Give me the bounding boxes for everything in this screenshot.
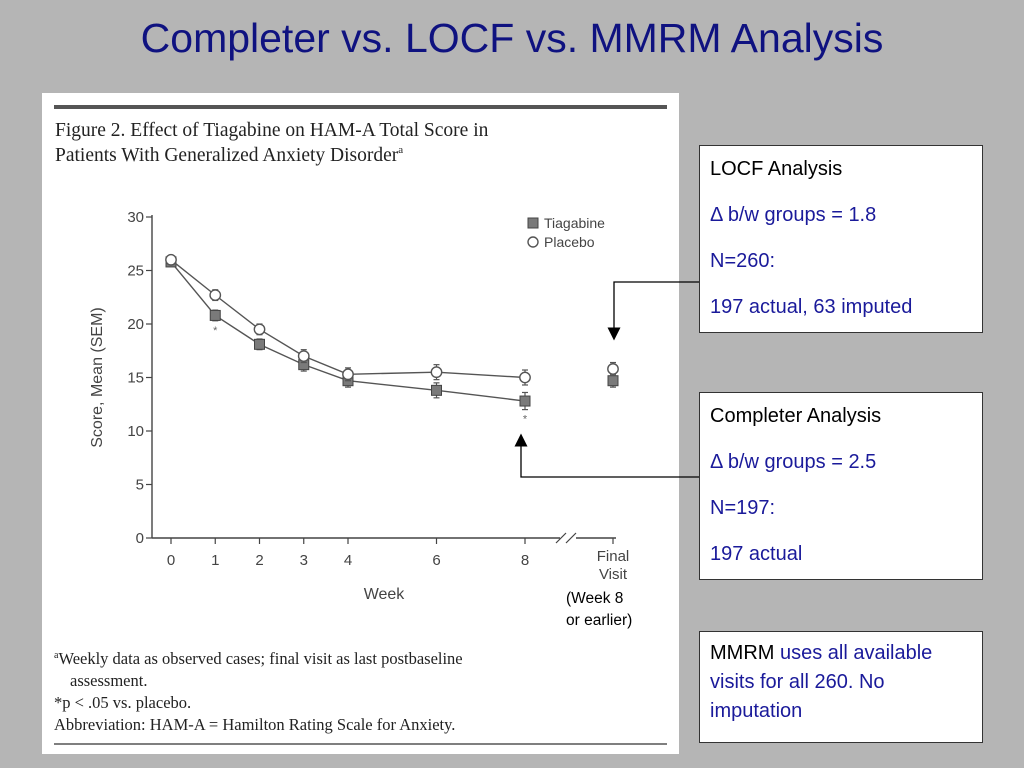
footnote-a-marker: a bbox=[54, 650, 59, 661]
placebo-point bbox=[607, 363, 619, 375]
figure-caption-line1: Figure 2. Effect of Tiagabine on HAM-A T… bbox=[55, 120, 489, 141]
tiagabine-point bbox=[209, 309, 221, 321]
locf-detail: 197 actual, 63 imputed bbox=[710, 296, 913, 318]
placebo-line bbox=[170, 259, 526, 379]
footnote-a-text: Weekly data as observed cases; final vis… bbox=[58, 649, 462, 668]
figure-caption-line2-text: Patients With Generalized Anxiety Disord… bbox=[55, 145, 399, 166]
mmrm-callout: MMRM uses all available visits for all 2… bbox=[699, 631, 983, 743]
placebo-point bbox=[519, 371, 531, 384]
week8-note: (Week 8 or earlier) bbox=[566, 588, 632, 632]
placebo-point bbox=[253, 323, 266, 336]
placebo-point bbox=[165, 253, 177, 266]
footnote-a-line2: assessment. bbox=[70, 671, 147, 690]
completer-delta: Δ b/w groups = 2.5 bbox=[710, 451, 877, 473]
completer-n: N=197: bbox=[710, 497, 776, 519]
tiagabine-point bbox=[519, 395, 531, 407]
y-tick-label: 25 bbox=[127, 263, 144, 280]
axis-break-mark bbox=[565, 532, 577, 544]
axis-break-mark bbox=[555, 532, 567, 544]
completer-detail: 197 actual bbox=[710, 543, 803, 565]
locf-title: LOCF Analysis bbox=[710, 158, 843, 180]
y-tick-label: 15 bbox=[127, 370, 144, 387]
mmrm-description: uses all available visits for all 260. N… bbox=[710, 642, 933, 722]
week8-note-line1: (Week 8 bbox=[566, 590, 624, 607]
completer-callout: Completer Analysis Δ b/w groups = 2.5 N=… bbox=[699, 392, 983, 580]
y-tick-label: 30 bbox=[127, 209, 144, 226]
footnote-abbreviation: Abbreviation: HAM-A = Hamilton Rating Sc… bbox=[54, 715, 455, 734]
y-tick-label: 5 bbox=[136, 477, 144, 494]
x-tick-label: 6 bbox=[432, 552, 440, 569]
legend-label-placebo: Placebo bbox=[544, 234, 595, 250]
slide-title: Completer vs. LOCF vs. MMRM Analysis bbox=[140, 15, 884, 61]
y-axis-label: Score, Mean (SEM) bbox=[89, 307, 106, 447]
x-tick-label: 0 bbox=[167, 552, 175, 569]
figure-svg: Figure 2. Effect of Tiagabine on HAM-A T… bbox=[54, 105, 667, 745]
tiagabine-point bbox=[254, 338, 265, 350]
x-axis-label: Week bbox=[364, 586, 406, 603]
final-visit-label-line1: Final bbox=[597, 548, 630, 565]
x-tick-label: 4 bbox=[344, 552, 352, 569]
legend-marker-tiagabine bbox=[527, 217, 539, 229]
legend-label-tiagabine: Tiagabine bbox=[544, 215, 605, 231]
tiagabine-point bbox=[607, 375, 619, 387]
tiagabine-point bbox=[431, 384, 442, 396]
y-tick-label: 0 bbox=[136, 530, 144, 547]
mmrm-label: MMRM bbox=[710, 642, 775, 664]
x-tick-label: 8 bbox=[521, 552, 529, 569]
legend-marker-placebo bbox=[527, 236, 539, 248]
week8-note-line2: or earlier) bbox=[566, 612, 633, 629]
placebo-point bbox=[430, 366, 443, 379]
locf-delta: Δ b/w groups = 1.8 bbox=[710, 204, 877, 226]
placebo-point bbox=[297, 350, 310, 362]
figure-caption-line2: Patients With Generalized Anxiety Disord… bbox=[55, 144, 403, 166]
y-tick-label: 10 bbox=[127, 423, 144, 440]
footnote-p: *p < .05 vs. placebo. bbox=[54, 693, 191, 712]
figure-panel: Figure 2. Effect of Tiagabine on HAM-A T… bbox=[42, 93, 679, 754]
locf-callout: LOCF Analysis Δ b/w groups = 1.8 N=260: … bbox=[699, 145, 983, 333]
y-tick-label: 20 bbox=[127, 316, 144, 333]
x-tick-label: 2 bbox=[255, 552, 263, 569]
significance-marker: * bbox=[523, 414, 528, 426]
x-tick-label: 1 bbox=[211, 552, 219, 569]
final-visit-label-line2: Visit bbox=[599, 566, 628, 583]
placebo-point bbox=[209, 289, 222, 302]
mmrm-text: MMRM uses all available visits for all 2… bbox=[710, 639, 972, 726]
x-tick-label: 3 bbox=[300, 552, 308, 569]
footnote-a-line1: aWeekly data as observed cases; final vi… bbox=[54, 649, 463, 668]
completer-title: Completer Analysis bbox=[710, 405, 882, 427]
locf-n: N=260: bbox=[710, 250, 776, 272]
significance-marker: * bbox=[213, 325, 218, 337]
figure-caption-superscript: a bbox=[398, 144, 403, 156]
placebo-point bbox=[342, 368, 354, 381]
